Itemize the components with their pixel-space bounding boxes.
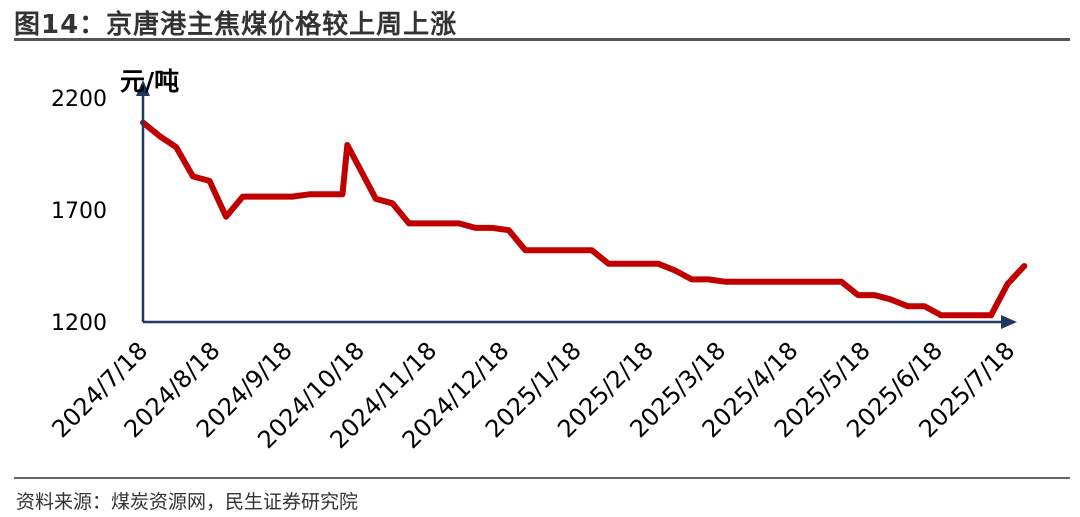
y-tick-label: 1200 — [51, 311, 107, 336]
y-tick-label: 2200 — [51, 87, 107, 112]
figure-title: 图14：京唐港主焦煤价格较上周上涨 — [14, 10, 458, 40]
title-rule — [14, 38, 1070, 41]
y-axis-ticks: 2200 1700 1200 — [51, 87, 107, 336]
x-axis-ticks: 2024/7/182024/8/182024/9/182024/10/18202… — [46, 336, 1020, 454]
chart-marks — [136, 80, 1028, 329]
y-tick-label: 1700 — [51, 199, 107, 224]
source-note: 资料来源：煤炭资源网，民生证券研究院 — [16, 491, 359, 513]
series-line-0 — [140, 119, 1028, 319]
y-axis-unit-label: 元/吨 — [120, 67, 179, 96]
footer-rule — [14, 477, 1070, 479]
y-axis-arrow — [136, 80, 150, 96]
x-axis-arrow — [1001, 315, 1017, 329]
